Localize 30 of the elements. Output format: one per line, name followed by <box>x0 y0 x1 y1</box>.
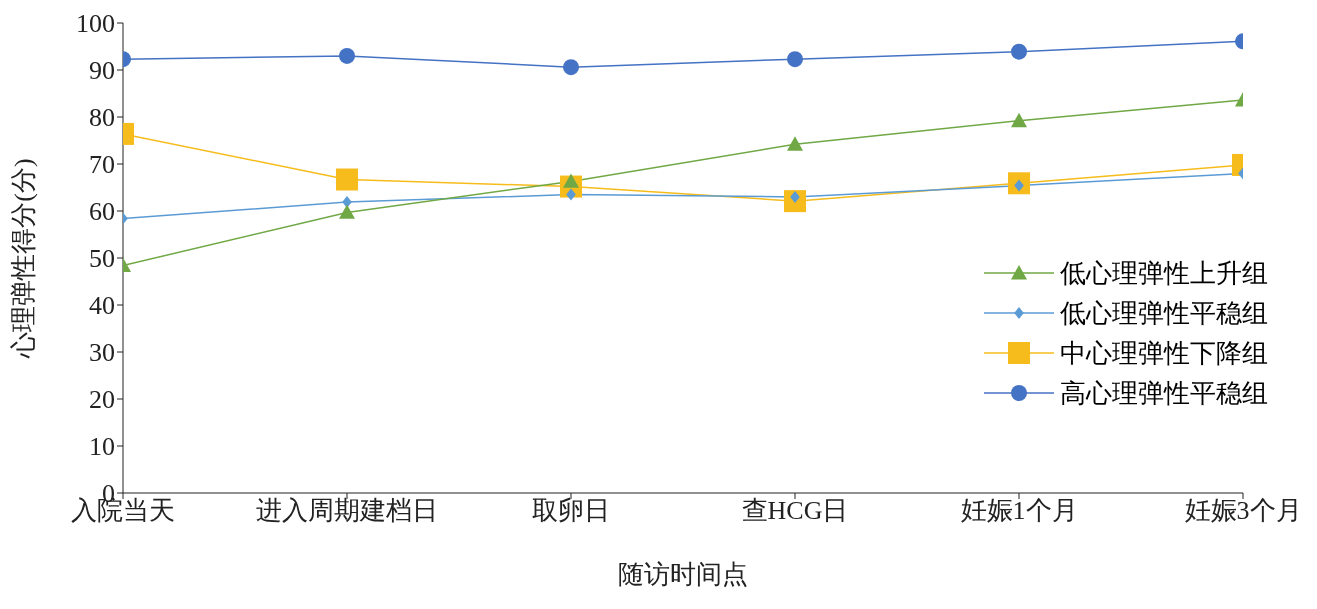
y-tick-label: 20 <box>89 385 115 415</box>
y-tick-label: 10 <box>89 432 115 462</box>
x-tick-label: 取卵日 <box>532 496 610 526</box>
legend-label: 低心理弹性上升组 <box>1060 257 1268 290</box>
y-tick-label: 70 <box>89 150 115 180</box>
x-tick-label: 查HCG日 <box>741 496 849 526</box>
point <box>336 168 358 191</box>
point <box>1011 43 1027 60</box>
y-tick-label: 60 <box>89 197 115 227</box>
legend-label: 低心理弹性平稳组 <box>1060 297 1268 330</box>
x-tick-label: 妊娠1个月 <box>960 496 1078 526</box>
y-tick-label: 90 <box>89 56 115 86</box>
point <box>787 51 803 68</box>
point <box>566 188 576 201</box>
point <box>1011 112 1027 128</box>
y-tick-label: 100 <box>76 9 115 39</box>
y-tick-label: 40 <box>89 291 115 321</box>
point <box>563 59 579 76</box>
point <box>339 204 355 219</box>
point <box>339 47 355 64</box>
x-tick-label: 进入周期建档日 <box>256 496 438 526</box>
y-axis-title: 心理弹性得分(分) <box>9 158 39 359</box>
point <box>787 136 803 151</box>
y-tick-label: 30 <box>89 338 115 368</box>
y-tick-label: 80 <box>89 103 115 133</box>
x-axis-title: 随访时间点 <box>618 560 748 589</box>
x-tick-label: 妊娠3个月 <box>1184 496 1302 526</box>
legend-label: 中心理弹性下降组 <box>1060 337 1268 370</box>
y-tick-label: 50 <box>89 244 115 274</box>
legend-label: 高心理弹性平稳组 <box>1060 377 1268 410</box>
